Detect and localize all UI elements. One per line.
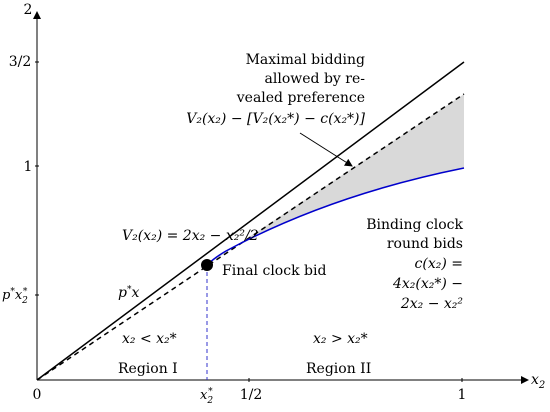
valuation-line <box>36 61 465 381</box>
region-two-label: Region II <box>306 361 371 377</box>
x-axis-variable: x2 <box>531 372 545 391</box>
x-label-one: 1 <box>458 387 467 403</box>
maximal-bidding-line-3: vealed preference <box>236 90 365 106</box>
maximal-bidding-line-2: allowed by re- <box>265 71 366 87</box>
region-right-condition: x₂ > x₂* <box>313 331 368 347</box>
binding-clock-formula-1: c(x₂) = <box>415 256 463 272</box>
x-label-origin: 0 <box>33 387 42 403</box>
binding-clock-formula-2: 4x₂(x₂*) − <box>392 276 463 292</box>
y-label-p-star-x-star: p*x2* <box>2 287 28 306</box>
y-label-three-halves: 3/2 <box>9 54 32 70</box>
maximal-bidding-line-1: Maximal bidding <box>246 52 365 68</box>
y-label-top: 2 <box>24 2 33 18</box>
x-label-x-star: x2* <box>200 387 213 406</box>
y-label-one: 1 <box>24 159 33 175</box>
binding-clock-line-1: Binding clock <box>366 217 463 233</box>
maximal-bidding-arrow <box>299 132 353 167</box>
final-clock-bid-point <box>201 259 213 271</box>
price-line-label: p*x <box>118 285 139 301</box>
price-line-dashed <box>36 93 465 381</box>
binding-clock-curve <box>206 167 465 266</box>
x-label-half: 1/2 <box>240 387 263 403</box>
final-clock-bid-label: Final clock bid <box>222 263 326 279</box>
binding-clock-line-2: round bids <box>387 236 463 252</box>
region-one-label: Region I <box>118 361 178 377</box>
valuation-formula: V₂(x₂) = 2x₂ − x₂²/2 <box>122 228 259 244</box>
region-left-condition: x₂ < x₂* <box>122 331 177 347</box>
maximal-bidding-formula: V₂(x₂) − [V₂(x₂*) − c(x₂*)] <box>186 111 365 127</box>
binding-clock-formula-3: 2x₂ − x₂² <box>400 296 464 312</box>
